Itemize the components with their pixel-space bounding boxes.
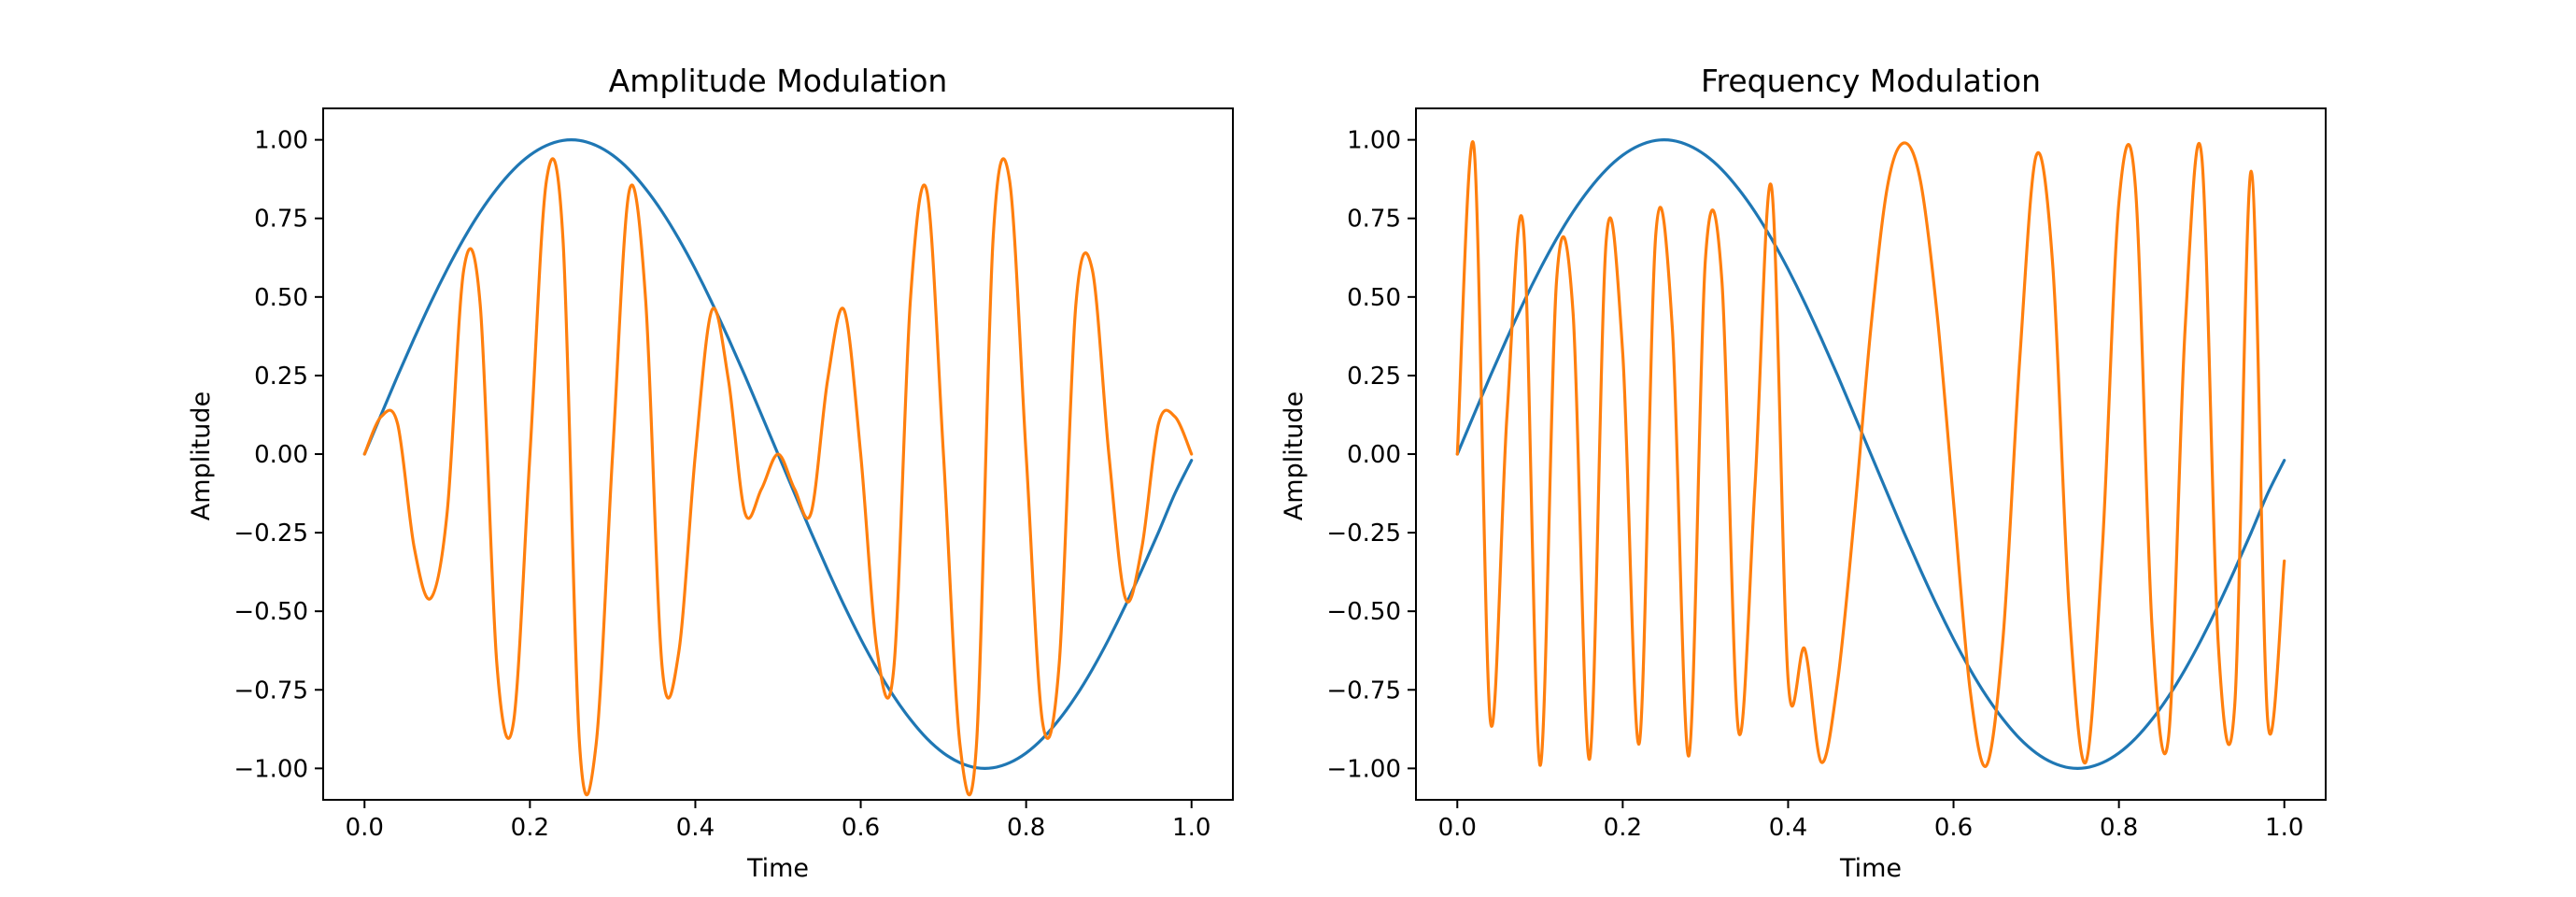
y-tick-label: −0.50 bbox=[1326, 598, 1401, 626]
axes-frame bbox=[322, 107, 1234, 801]
y-tick-label: 0.75 bbox=[254, 206, 308, 234]
x-tick-label: 0.2 bbox=[1604, 814, 1642, 842]
axis-ticks: 0.0 0.2 0.4 0.6 0.8 1.0 −1.00 −0.75 −0.50 −0.25 0.… bbox=[1326, 127, 2303, 842]
y-tick-label: −0.50 bbox=[234, 598, 308, 626]
x-tick-label: 1.0 bbox=[1172, 814, 1210, 842]
y-tick-label: 0.25 bbox=[1347, 363, 1401, 391]
x-axis-label: Time bbox=[1839, 854, 1902, 883]
x-tick-label: 0.0 bbox=[1438, 814, 1477, 842]
y-tick-label: −0.25 bbox=[1326, 520, 1401, 548]
frequency-modulation-panel: Frequency Modulation Time Amplitude 0.0 0… bbox=[1280, 63, 2327, 883]
y-tick-label: −0.75 bbox=[1326, 676, 1401, 705]
y-tick-label: 0.75 bbox=[1347, 206, 1401, 234]
x-tick-label: 0.6 bbox=[842, 814, 880, 842]
y-axis-label: Amplitude bbox=[1280, 392, 1309, 520]
axes-frame bbox=[1415, 107, 2327, 801]
x-axis-label: Time bbox=[746, 854, 809, 883]
x-tick-label: 0.8 bbox=[2100, 814, 2138, 842]
plot-lines bbox=[1455, 138, 2286, 770]
y-tick-label: 0.25 bbox=[254, 363, 308, 391]
plot-lines bbox=[362, 138, 1194, 797]
x-tick-label: 1.0 bbox=[2265, 814, 2303, 842]
y-tick-label: −1.00 bbox=[234, 755, 308, 783]
y-tick-label: −1.00 bbox=[1326, 755, 1401, 783]
y-tick-label: 0.00 bbox=[1347, 441, 1401, 469]
y-tick-label: 1.00 bbox=[254, 127, 308, 155]
series-line-1 bbox=[1455, 140, 2286, 768]
series-line-1 bbox=[362, 157, 1194, 797]
x-tick-label: 0.4 bbox=[676, 814, 715, 842]
x-tick-label: 0.6 bbox=[1934, 814, 1973, 842]
x-tick-label: 0.4 bbox=[1769, 814, 1807, 842]
y-tick-label: 0.50 bbox=[1347, 284, 1401, 312]
chart-title: Amplitude Modulation bbox=[609, 63, 948, 99]
series-line-0 bbox=[1455, 138, 2286, 770]
x-tick-label: 0.0 bbox=[346, 814, 384, 842]
y-axis-label: Amplitude bbox=[187, 392, 216, 520]
y-tick-label: −0.25 bbox=[234, 520, 308, 548]
y-tick-label: 0.00 bbox=[254, 441, 308, 469]
y-tick-label: 0.50 bbox=[254, 284, 308, 312]
axis-ticks: 0.0 0.2 0.4 0.6 0.8 1.0 −1.00 −0.75 −0.50 −0.25 0.… bbox=[234, 127, 1210, 842]
chart-title: Frequency Modulation bbox=[1701, 63, 2041, 99]
x-tick-label: 0.2 bbox=[511, 814, 549, 842]
x-tick-label: 0.8 bbox=[1007, 814, 1045, 842]
y-tick-label: 1.00 bbox=[1347, 127, 1401, 155]
amplitude-modulation-panel: Amplitude Modulation Time Amplitude 0.0 0… bbox=[187, 63, 1234, 883]
y-tick-label: −0.75 bbox=[234, 676, 308, 705]
